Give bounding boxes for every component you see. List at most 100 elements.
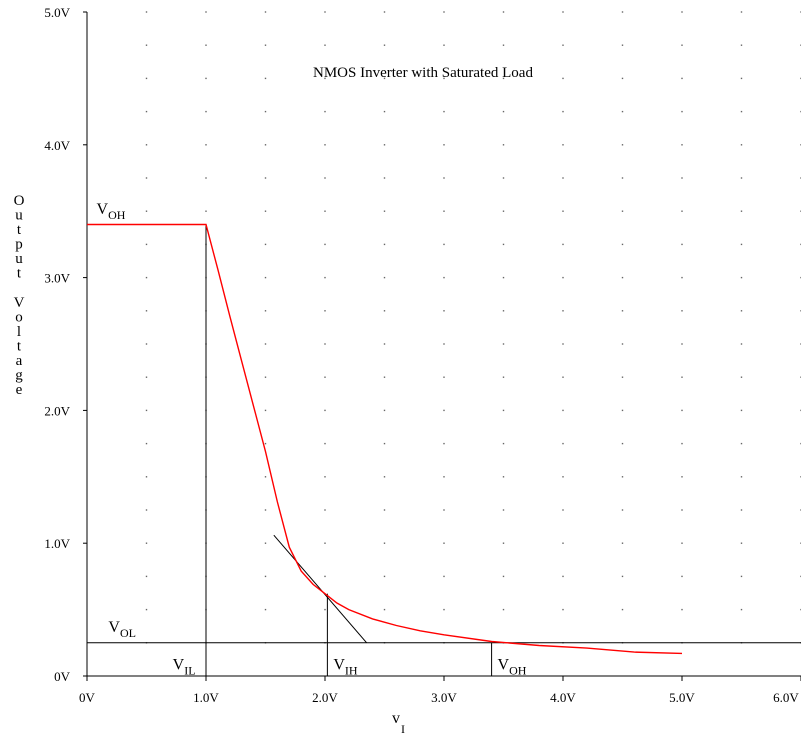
grid-dot xyxy=(383,409,386,412)
grid-dot xyxy=(383,542,386,544)
y-axis-label-char: t xyxy=(17,339,22,355)
grid-dot xyxy=(681,110,683,113)
annotation-label: VOH xyxy=(498,656,527,677)
grid-dot xyxy=(205,11,207,13)
grid-dot xyxy=(681,276,683,279)
annotation-main: V xyxy=(97,201,109,218)
grid-dot xyxy=(383,77,386,80)
grid-dot xyxy=(264,243,267,246)
grid-dot xyxy=(621,343,624,345)
grid-dot xyxy=(562,608,564,611)
grid-dot xyxy=(621,243,624,246)
grid-dot xyxy=(443,110,445,113)
grid-dot xyxy=(383,310,386,312)
grid-dot xyxy=(205,77,207,80)
grid-dot xyxy=(324,542,326,544)
grid-dot xyxy=(562,243,564,246)
grid-dot xyxy=(264,575,267,578)
grid-dot xyxy=(443,177,445,179)
grid-dot xyxy=(324,376,326,378)
grid-dot xyxy=(562,575,564,578)
grid-dot xyxy=(205,144,207,146)
grid-dot xyxy=(264,144,267,146)
grid-dot xyxy=(740,144,743,146)
grid-dot xyxy=(562,376,564,378)
grid-dot xyxy=(324,110,326,113)
grid-dot xyxy=(681,542,683,544)
annotation-sub: OL xyxy=(120,626,136,640)
annotation-sub: IH xyxy=(345,663,358,677)
grid-dot xyxy=(324,476,326,478)
grid-dot xyxy=(621,476,624,478)
grid-dot xyxy=(145,310,148,312)
grid-dot xyxy=(621,442,624,445)
grid-dot xyxy=(264,11,267,13)
grid-dot xyxy=(383,110,386,113)
grid-dot xyxy=(383,276,386,279)
annotation-main: V xyxy=(498,656,510,673)
grid-dot xyxy=(145,409,148,412)
grid-dot xyxy=(145,77,148,80)
grid-dot xyxy=(443,343,445,345)
x-axis-label-sub: I xyxy=(401,722,405,736)
x-tick-label: 3.0V xyxy=(431,690,457,705)
y-tick-label: 3.0V xyxy=(44,271,70,286)
grid-dot xyxy=(443,542,445,544)
grid-dot xyxy=(264,310,267,312)
y-axis-label-char: e xyxy=(16,382,23,398)
grid-dot xyxy=(205,110,207,113)
x-tick-label: 1.0V xyxy=(193,690,219,705)
grid-dot xyxy=(502,243,505,246)
reference-lines xyxy=(87,224,801,676)
axes xyxy=(83,11,801,681)
x-tick-label: 6.0V xyxy=(773,690,799,705)
grid-dot xyxy=(562,177,564,179)
grid-dot xyxy=(740,509,743,511)
grid-dot xyxy=(324,310,326,312)
grid-dot xyxy=(383,376,386,378)
grid-dot xyxy=(383,210,386,212)
y-axis-label-char: u xyxy=(15,251,23,267)
annotation-label: VOL xyxy=(108,619,136,640)
grid-dot xyxy=(740,310,743,312)
grid-dot xyxy=(502,542,505,544)
grid-dot xyxy=(740,442,743,445)
grid-dot xyxy=(324,144,326,146)
x-tick-label: 4.0V xyxy=(550,690,576,705)
grid-dot xyxy=(443,376,445,378)
grid-dot xyxy=(740,476,743,478)
grid-dot xyxy=(502,276,505,279)
grid-dot xyxy=(681,210,683,212)
grid-dot xyxy=(264,343,267,345)
grid-dot xyxy=(443,77,445,80)
grid-dot xyxy=(205,44,207,46)
grid-dot xyxy=(264,376,267,378)
annotation-main: V xyxy=(333,656,345,673)
grid-dot xyxy=(740,608,743,611)
grid-dot xyxy=(621,509,624,511)
annotation-label: VOH xyxy=(97,201,126,222)
grid-dot xyxy=(145,376,148,378)
grid-dot xyxy=(740,243,743,246)
grid-dot xyxy=(740,77,743,80)
grid-dot xyxy=(383,575,386,578)
grid-dot xyxy=(740,44,743,46)
grid-dot xyxy=(443,210,445,212)
y-axis-label-char: o xyxy=(15,310,23,326)
grid-dot xyxy=(145,509,148,511)
grid-dot xyxy=(621,376,624,378)
grid-dot xyxy=(324,276,326,279)
grid-dot xyxy=(681,310,683,312)
vtc-series-line xyxy=(87,223,683,655)
grid-dot xyxy=(562,409,564,412)
grid-dot xyxy=(681,177,683,179)
grid-dot xyxy=(324,243,326,246)
grid-dot xyxy=(443,11,445,13)
grid-dot xyxy=(443,476,445,478)
grid-dot xyxy=(502,343,505,345)
series-layer xyxy=(87,223,683,655)
x-tick-label: 5.0V xyxy=(669,690,695,705)
grid-dot xyxy=(562,310,564,312)
